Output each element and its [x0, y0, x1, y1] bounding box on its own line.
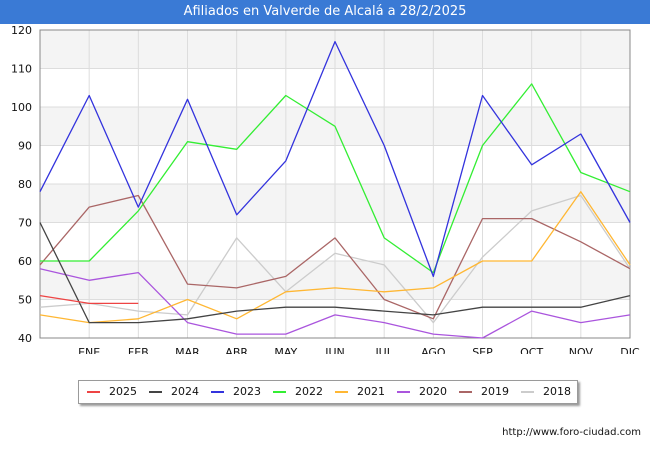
y-tick-label: 90	[18, 140, 32, 153]
x-tick-label: JUL	[374, 346, 393, 354]
x-tick-label: NOV	[569, 346, 594, 354]
x-tick-label: SEP	[472, 346, 493, 354]
line-chart: 40 50 60 70 80 90 100 110 120 ENE FEB MAR ABR MAY JUN…	[11, 24, 640, 354]
legend-label: 2021	[357, 385, 385, 398]
x-tick-label: JUN	[324, 346, 345, 354]
series-line-2022	[40, 83, 631, 274]
y-tick-label: 40	[18, 332, 32, 345]
legend-swatch	[273, 391, 286, 393]
legend-swatch	[149, 391, 162, 393]
x-tick-label: ENE	[78, 346, 100, 354]
legend-label: 2022	[295, 385, 323, 398]
y-tick-label: 60	[18, 255, 32, 268]
y-axis: 40 50 60 70 80 90 100 110 120	[11, 24, 32, 345]
y-tick-label: 110	[11, 63, 32, 76]
series-line-2023	[39, 40, 631, 278]
x-tick-label: ABR	[225, 346, 248, 354]
x-tick-label: AGO	[421, 346, 446, 354]
y-tick-label: 50	[18, 294, 32, 307]
legend-swatch	[397, 391, 410, 393]
series-lines	[39, 40, 631, 339]
legend-swatch	[335, 391, 348, 393]
series-line-2025	[39, 294, 139, 305]
legend-label: 2020	[419, 385, 447, 398]
x-tick-label: MAR	[175, 346, 200, 354]
x-tick-label: DIC	[620, 346, 640, 354]
x-tick-label: OCT	[520, 346, 543, 354]
chart-title: Afiliados en Valverde de Alcalá a 28/2/2…	[183, 4, 467, 19]
series-line-2024	[39, 222, 631, 324]
legend-swatch	[459, 391, 472, 393]
legend-label: 2019	[481, 385, 509, 398]
legend: 2025 2024 2023 2022 2021 2020 2019 2018	[78, 380, 578, 404]
y-tick-label: 70	[18, 217, 32, 230]
legend-swatch	[521, 391, 534, 393]
legend-label: 2024	[171, 385, 199, 398]
legend-label: 2025	[109, 385, 137, 398]
series-line-2019	[39, 194, 631, 320]
y-tick-label: 120	[11, 24, 32, 37]
legend-label: 2018	[543, 385, 571, 398]
source-link[interactable]: http://www.foro-ciudad.com	[502, 427, 641, 438]
series-line-2021	[39, 191, 631, 324]
x-axis: ENE FEB MAR ABR MAY JUN JUL AGO SEP OCT NOV DIC	[78, 346, 640, 354]
grid-lines	[39, 29, 631, 339]
x-tick-label: MAY	[274, 346, 297, 354]
title-bar	[0, 0, 650, 24]
legend-swatch	[87, 391, 100, 393]
series-line-2018	[39, 194, 631, 324]
legend-swatch	[211, 391, 224, 393]
series-line-2020	[39, 268, 631, 339]
plot-border	[39, 29, 631, 339]
y-tick-label: 80	[18, 178, 32, 191]
legend-label: 2023	[233, 385, 261, 398]
y-tick-label: 100	[11, 101, 32, 114]
x-tick-label: FEB	[128, 346, 149, 354]
